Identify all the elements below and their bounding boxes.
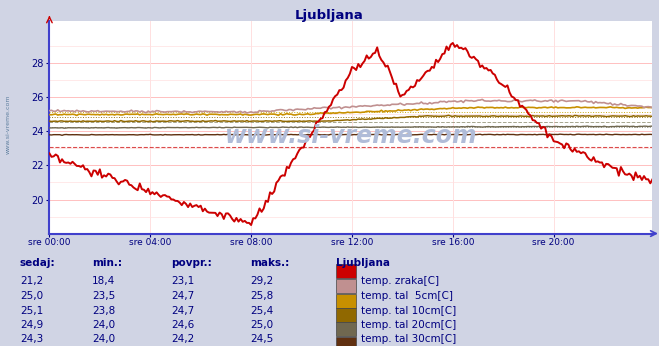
Text: 24,7: 24,7 [171,291,194,301]
Text: povpr.:: povpr.: [171,258,212,268]
Bar [336,322,356,336]
Text: 24,2: 24,2 [171,334,194,344]
Text: 25,8: 25,8 [250,291,273,301]
Text: 25,0: 25,0 [250,320,273,330]
Text: Ljubljana: Ljubljana [295,9,364,22]
Text: 23,5: 23,5 [92,291,115,301]
Text: maks.:: maks.: [250,258,290,268]
Bar [336,337,356,346]
Text: temp. tal 30cm[C]: temp. tal 30cm[C] [361,334,457,344]
Text: Ljubljana: Ljubljana [336,258,390,268]
Text: 24,9: 24,9 [20,320,43,330]
Text: 24,0: 24,0 [92,334,115,344]
Text: temp. tal 10cm[C]: temp. tal 10cm[C] [361,306,457,316]
Text: 29,2: 29,2 [250,276,273,286]
Text: 23,1: 23,1 [171,276,194,286]
Text: temp. tal  5cm[C]: temp. tal 5cm[C] [361,291,453,301]
Text: min.:: min.: [92,258,123,268]
Text: 24,7: 24,7 [171,306,194,316]
Text: 25,1: 25,1 [20,306,43,316]
Text: 24,3: 24,3 [20,334,43,344]
Text: 25,0: 25,0 [20,291,43,301]
Text: 25,4: 25,4 [250,306,273,316]
Text: www.si-vreme.com: www.si-vreme.com [5,95,11,154]
Text: 23,8: 23,8 [92,306,115,316]
Bar [336,294,356,308]
Text: temp. zraka[C]: temp. zraka[C] [361,276,440,286]
Text: 18,4: 18,4 [92,276,115,286]
Text: 24,6: 24,6 [171,320,194,330]
Text: 24,5: 24,5 [250,334,273,344]
Bar [336,308,356,322]
Bar [336,264,356,278]
Text: temp. tal 20cm[C]: temp. tal 20cm[C] [361,320,457,330]
Text: sedaj:: sedaj: [20,258,55,268]
Text: 24,0: 24,0 [92,320,115,330]
Bar [336,279,356,293]
Text: 21,2: 21,2 [20,276,43,286]
Text: www.si-vreme.com: www.si-vreme.com [225,124,477,148]
